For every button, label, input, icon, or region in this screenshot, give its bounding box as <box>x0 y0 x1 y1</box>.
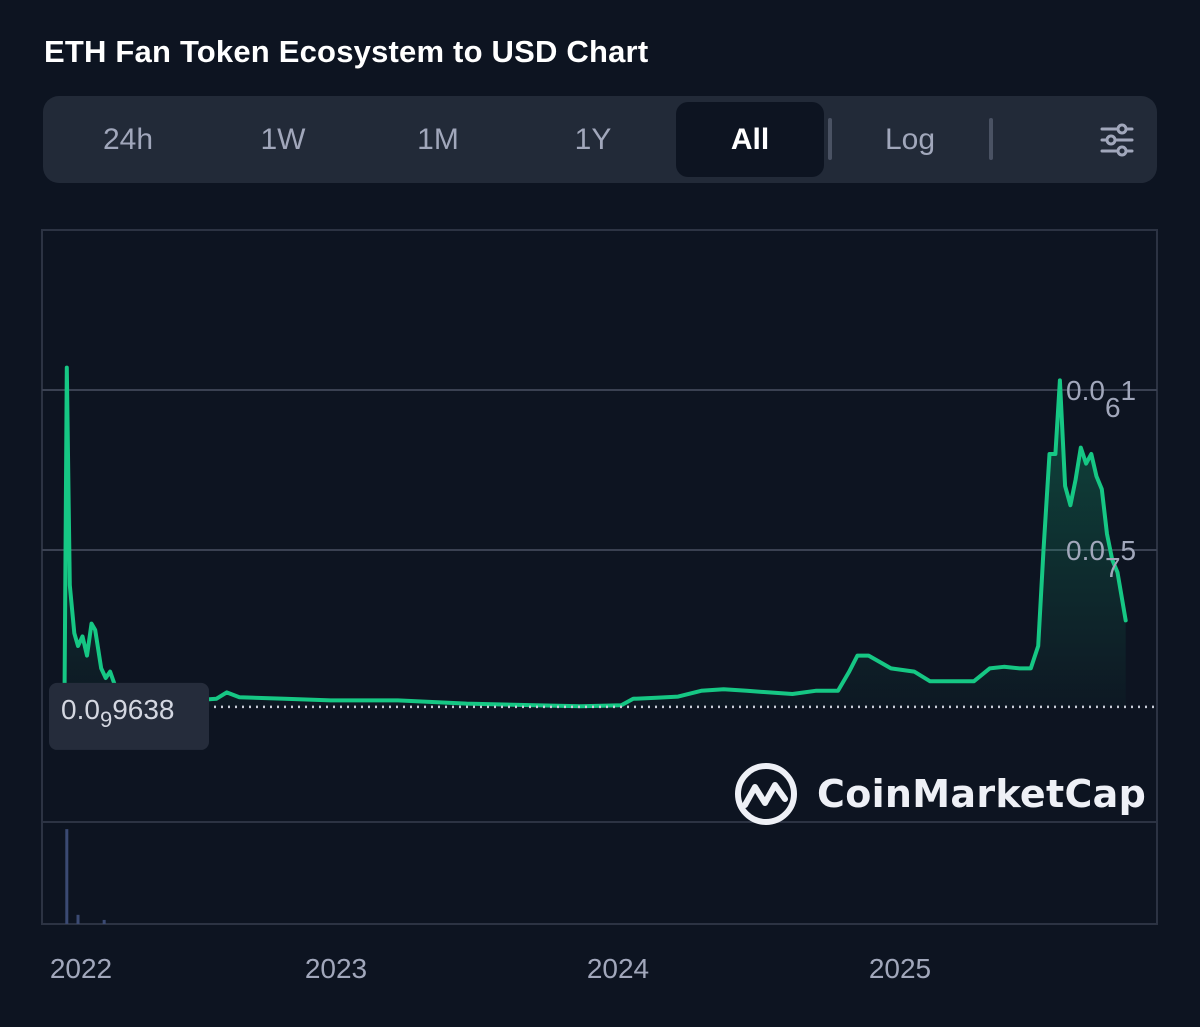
chart-title: ETH Fan Token Ecosystem to USD Chart <box>44 34 649 69</box>
y-axis-label: 0.075 <box>1066 535 1136 583</box>
tab-all[interactable]: All <box>676 102 824 177</box>
plot-frame <box>41 229 1158 925</box>
y-axis-label: 0.061 <box>1066 375 1136 423</box>
volume-bar <box>76 914 80 924</box>
tab-1w[interactable]: 1W <box>260 122 306 156</box>
volume-bar <box>65 829 69 924</box>
tab-1y[interactable]: 1Y <box>574 122 612 156</box>
sliders-icon[interactable] <box>1097 120 1137 160</box>
separator <box>989 118 993 160</box>
current-price-label: 0.099638 <box>61 694 174 732</box>
tab-log[interactable]: Log <box>884 122 936 156</box>
current-price-badge <box>49 682 209 750</box>
coinmarketcap-watermark: CoinMarketCap <box>733 760 1146 828</box>
tab-1m[interactable]: 1M <box>417 122 459 156</box>
brand-name: CoinMarketCap <box>817 772 1147 816</box>
price-line <box>51 365 1128 712</box>
volume-bar <box>102 919 106 924</box>
range-selector: 24h 1W 1M 1Y All Log <box>43 96 1157 183</box>
x-axis-tick-label: 2025 <box>869 953 931 984</box>
x-axis-tick-label: 2024 <box>587 953 649 984</box>
price-area <box>53 367 1126 710</box>
x-axis-tick-label: 2022 <box>50 953 112 984</box>
separator <box>828 118 832 160</box>
tab-24h[interactable]: 24h <box>102 122 154 156</box>
x-axis-tick-label: 2023 <box>305 953 367 984</box>
coinmarketcap-logo-icon <box>735 763 797 825</box>
